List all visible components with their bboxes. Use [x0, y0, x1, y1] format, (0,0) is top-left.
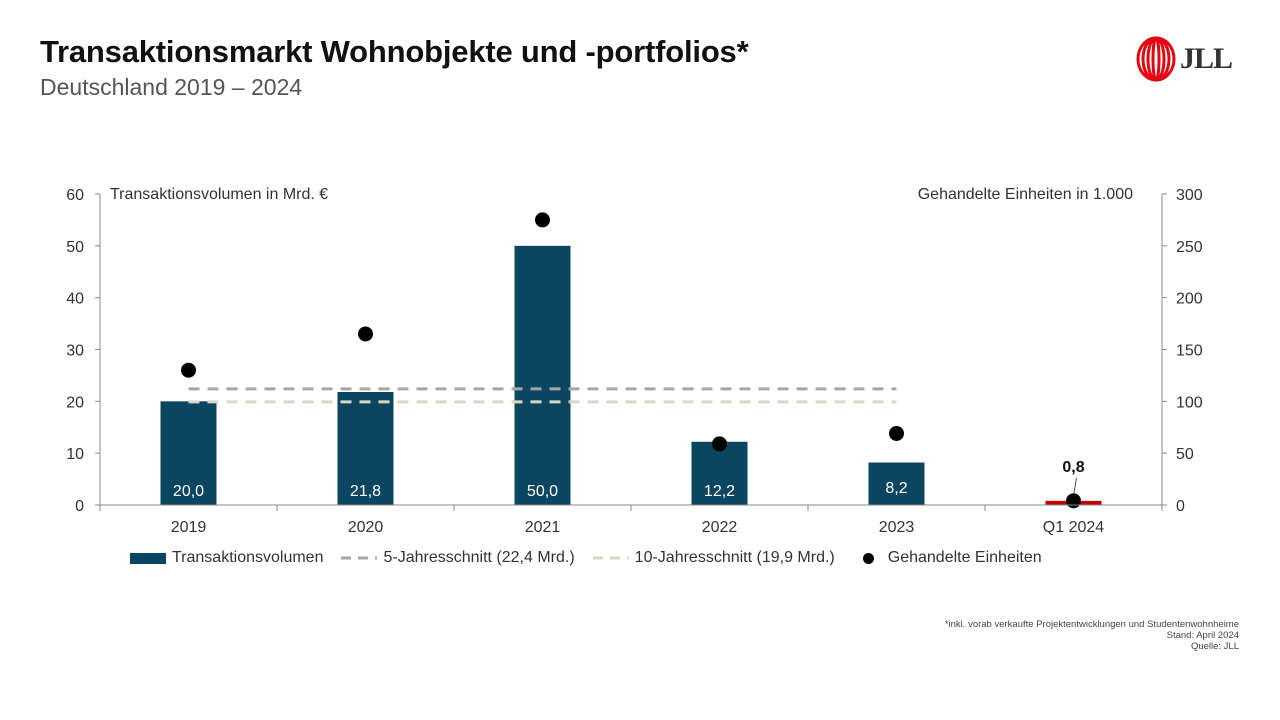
data-label-3: 12,2	[704, 483, 735, 500]
legend-label-volume: Transaktionsvolumen	[172, 549, 324, 566]
footnote-line-2: Stand: April 2024	[1166, 630, 1239, 641]
left-tick-label: 40	[66, 291, 84, 308]
units-dot-2	[535, 212, 550, 228]
data-label-leader-line	[1073, 477, 1077, 497]
left-tick-label: 30	[66, 343, 84, 360]
data-label-1: 21,8	[350, 483, 381, 500]
x-tick-label: Q1 2024	[1043, 519, 1104, 536]
chart-title: Transaktionsmarkt Wohnobjekte und -portf…	[40, 34, 749, 69]
right-tick-label: 150	[1176, 343, 1203, 360]
legend-item-avg10: 10-Jahresschnitt (19,9 Mrd.)	[592, 549, 835, 567]
left-axis-title: Transaktionsvolumen in Mrd. €	[110, 186, 328, 203]
legend-label-units: Gehandelte Einheiten	[887, 549, 1042, 566]
right-tick-label: 200	[1176, 291, 1203, 308]
left-tick-label: 60	[66, 187, 84, 204]
legend-swatch-units	[862, 552, 874, 564]
jll-logo-text: JLL	[1180, 42, 1233, 75]
legend-label-avg5: 5-Jahresschnitt (22,4 Mrd.)	[383, 549, 575, 566]
x-tick-label: 2022	[702, 519, 738, 536]
right-tick-label: 50	[1176, 446, 1194, 463]
data-label-4: 8,2	[885, 480, 907, 497]
right-tick-label: 250	[1176, 239, 1203, 256]
right-tick-label: 300	[1176, 187, 1203, 204]
units-dot-0	[181, 362, 196, 378]
footnote-line-1: *inkl. vorab verkaufte Projektentwicklun…	[944, 619, 1239, 630]
left-tick-label: 50	[66, 239, 84, 256]
x-tick-label: 2023	[879, 519, 915, 536]
units-dot-5	[1066, 493, 1081, 509]
legend-item-units: Gehandelte Einheiten	[853, 549, 1042, 567]
footnote: *inkl. vorab verkaufte Projektentwicklun…	[945, 619, 1239, 652]
x-tick-label: 2020	[348, 519, 384, 536]
data-label-5: 0,8	[1062, 459, 1084, 476]
bar-2022	[691, 441, 748, 505]
jll-logo-icon	[1136, 36, 1176, 82]
footnote-line-3: Quelle: JLL	[1190, 641, 1239, 652]
data-label-0: 20,0	[173, 483, 204, 500]
bar-2019	[160, 401, 217, 505]
legend-swatch-avg10	[592, 556, 629, 560]
right-axis-title: Gehandelte Einheiten in 1.000	[918, 186, 1133, 203]
chart-subtitle: Deutschland 2019 – 2024	[40, 74, 303, 100]
left-tick-label: 20	[66, 394, 84, 411]
x-tick-label: 2021	[525, 519, 561, 536]
jll-logo: JLL	[1136, 36, 1233, 82]
left-tick-label: 0	[75, 498, 84, 515]
bar-2020	[337, 392, 394, 505]
legend-label-avg10: 10-Jahresschnitt (19,9 Mrd.)	[634, 549, 835, 566]
units-dot-1	[358, 326, 373, 342]
data-label-2: 50,0	[527, 483, 558, 500]
legend-swatch-volume	[130, 552, 166, 564]
units-dot-3	[712, 436, 727, 452]
legend-swatch-avg5	[341, 556, 378, 560]
chart-legend: Transaktionsvolumen 5-Jahresschnitt (22,…	[130, 549, 1060, 567]
right-tick-label: 100	[1176, 394, 1203, 411]
left-tick-label: 10	[66, 446, 84, 463]
legend-item-volume: Transaktionsvolumen	[130, 549, 323, 567]
legend-item-avg5: 5-Jahresschnitt (22,4 Mrd.)	[341, 549, 575, 567]
bar-2021	[514, 245, 571, 506]
right-tick-label: 0	[1176, 498, 1185, 515]
x-tick-label: 2019	[171, 519, 207, 536]
bar-2023	[868, 462, 925, 505]
units-dot-4	[889, 425, 904, 441]
